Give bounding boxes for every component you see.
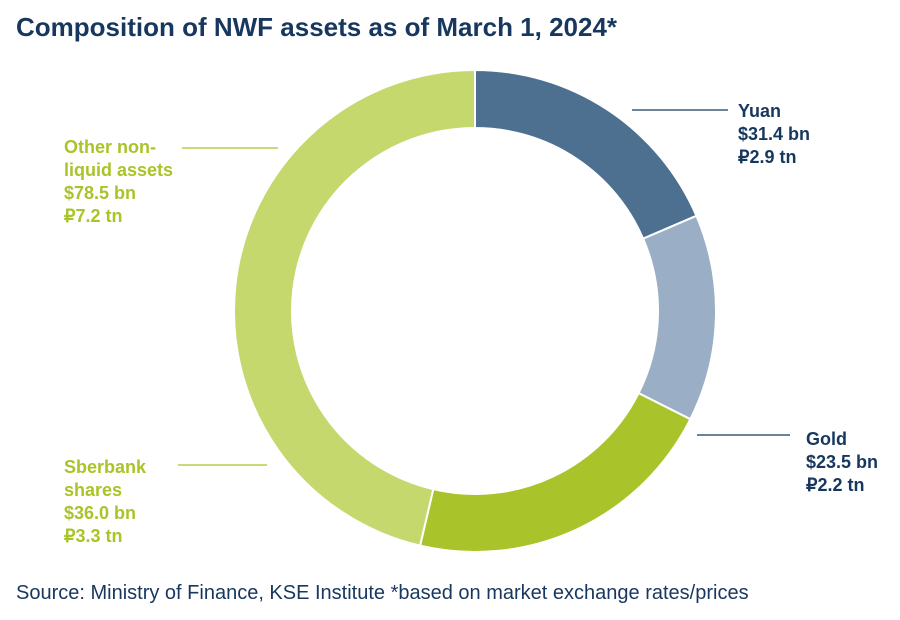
slice-other-non-liquid-assets [233,68,476,547]
label-yuan-usd: $31.4 bn [738,124,811,144]
label-sberbank-name-2: shares [64,480,123,500]
slice-yuan [474,68,698,241]
slice-sberbank-shares [418,391,692,553]
source-note: Source: Ministry of Finance, KSE Institu… [16,582,749,604]
label-other-name-1: Other non- [64,137,156,157]
slice-gold [637,214,717,421]
label-gold: Gold $23.5 bn ₽2.2 tn [806,428,878,497]
label-gold-name: Gold [806,429,847,449]
chart-title: Composition of NWF assets as of March 1,… [16,12,618,42]
label-sberbank: Sberbank shares $36.0 bn ₽3.3 tn [64,456,146,548]
label-sberbank-rub: ₽3.3 tn [64,526,123,546]
label-sberbank-name-1: Sberbank [64,457,147,477]
label-other-name-2: liquid assets [64,160,174,180]
label-yuan: Yuan $31.4 bn ₽2.9 tn [738,100,810,169]
label-other: Other non- liquid assets $78.5 bn ₽7.2 t… [64,136,173,228]
label-yuan-rub: ₽2.9 tn [738,147,797,167]
label-other-usd: $78.5 bn [64,183,137,203]
label-other-rub: ₽7.2 tn [64,206,123,226]
label-sberbank-usd: $36.0 bn [64,503,137,523]
label-gold-rub: ₽2.2 tn [806,475,865,495]
label-yuan-name: Yuan [738,101,782,121]
label-gold-usd: $23.5 bn [806,452,879,472]
